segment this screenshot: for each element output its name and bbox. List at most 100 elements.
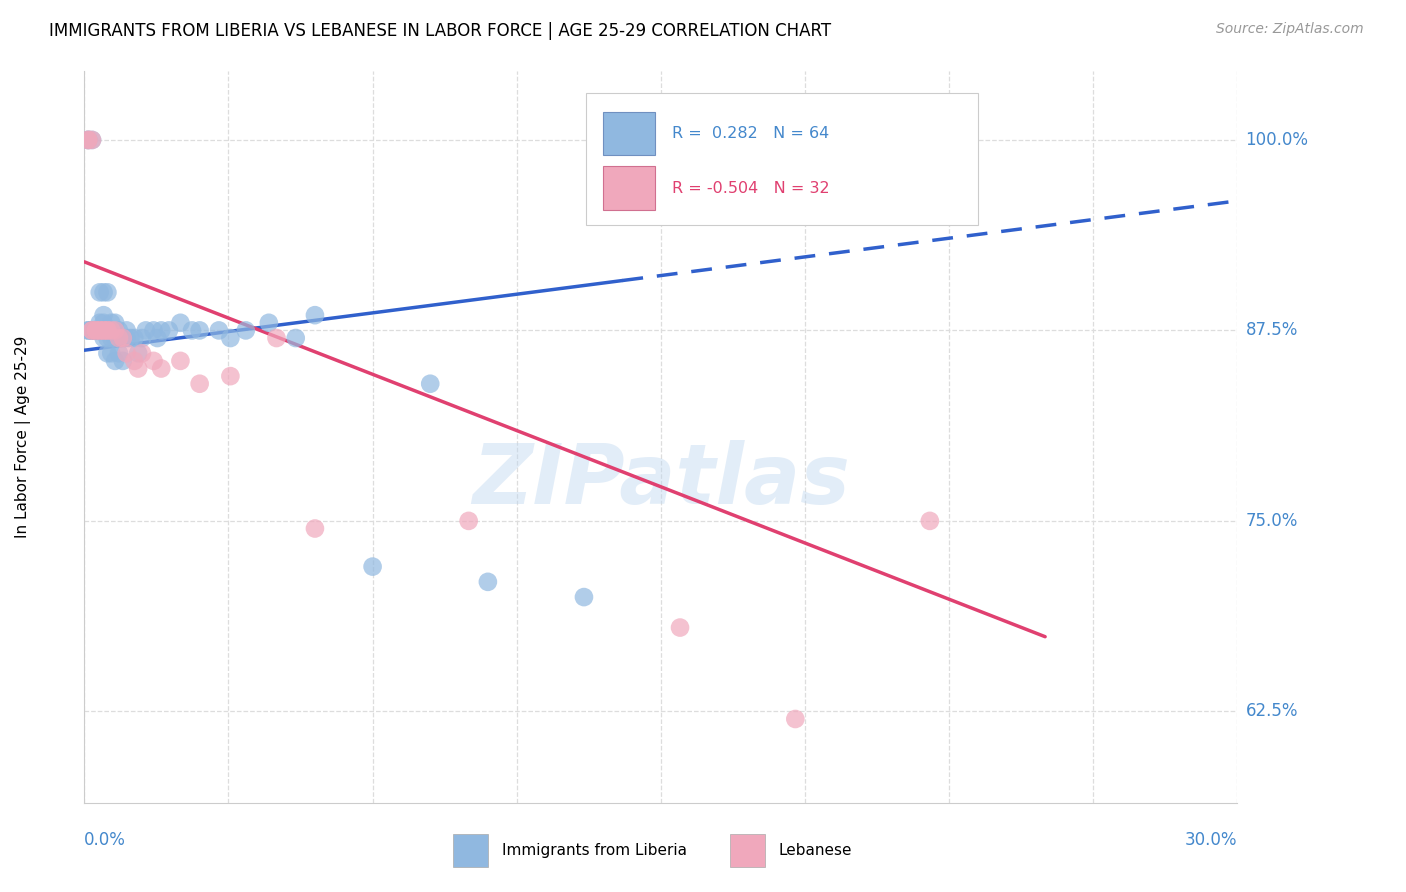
Point <box>89 323 111 337</box>
Point <box>188 323 211 337</box>
Point <box>124 354 146 368</box>
Point <box>89 316 111 330</box>
Point <box>104 331 127 345</box>
Point <box>80 323 103 337</box>
Point <box>96 323 118 337</box>
Point <box>111 331 134 345</box>
Point <box>124 331 146 345</box>
Point <box>93 323 115 337</box>
Text: 75.0%: 75.0% <box>1246 512 1298 530</box>
Point <box>150 323 173 337</box>
Point <box>80 323 103 337</box>
Point <box>100 346 122 360</box>
Point <box>169 316 191 330</box>
Text: R =  0.282   N = 64: R = 0.282 N = 64 <box>672 126 830 141</box>
Point <box>89 285 111 300</box>
Text: In Labor Force | Age 25-29: In Labor Force | Age 25-29 <box>15 336 31 538</box>
Point <box>304 521 326 535</box>
Point <box>100 323 122 337</box>
Point <box>108 323 131 337</box>
Point <box>77 133 100 147</box>
Bar <box>603 112 655 155</box>
Point <box>111 354 134 368</box>
Text: Lebanese: Lebanese <box>779 843 852 858</box>
Point <box>284 331 307 345</box>
Point <box>131 331 153 345</box>
Point <box>219 331 242 345</box>
Point <box>93 316 115 330</box>
Point <box>89 323 111 337</box>
Point <box>108 346 131 360</box>
Point <box>477 574 499 589</box>
Point <box>219 369 242 384</box>
Bar <box>603 167 655 211</box>
Text: 87.5%: 87.5% <box>1246 321 1298 340</box>
Point <box>93 308 115 322</box>
Point <box>104 354 127 368</box>
Point <box>96 331 118 345</box>
Point <box>918 514 941 528</box>
Point <box>572 590 595 604</box>
Point <box>84 323 107 337</box>
Point <box>127 346 149 360</box>
Point <box>181 323 204 337</box>
Point <box>89 323 111 337</box>
Bar <box>586 94 979 225</box>
Point <box>80 323 103 337</box>
Point <box>100 323 122 337</box>
Point <box>142 354 165 368</box>
Bar <box>730 834 765 867</box>
Point <box>457 514 479 528</box>
Point <box>115 323 138 337</box>
Point <box>84 323 107 337</box>
Text: IMMIGRANTS FROM LIBERIA VS LEBANESE IN LABOR FORCE | AGE 25-29 CORRELATION CHART: IMMIGRANTS FROM LIBERIA VS LEBANESE IN L… <box>49 22 831 40</box>
Point <box>120 331 142 345</box>
Point <box>84 323 107 337</box>
Point <box>135 323 157 337</box>
Point <box>84 323 107 337</box>
Point <box>80 323 103 337</box>
Point <box>80 323 103 337</box>
Text: R = -0.504   N = 32: R = -0.504 N = 32 <box>672 181 830 196</box>
Point <box>785 712 807 726</box>
Point <box>266 331 288 345</box>
Point <box>77 323 100 337</box>
Point <box>84 323 107 337</box>
Point <box>361 559 384 574</box>
Point <box>108 331 131 345</box>
Point <box>96 285 118 300</box>
Point <box>419 376 441 391</box>
Point <box>96 323 118 337</box>
Point <box>96 323 118 337</box>
Point <box>84 323 107 337</box>
Bar <box>453 834 488 867</box>
Text: Source: ZipAtlas.com: Source: ZipAtlas.com <box>1216 22 1364 37</box>
Point <box>80 133 103 147</box>
Point <box>304 308 326 322</box>
Text: 100.0%: 100.0% <box>1246 131 1309 149</box>
Point <box>93 323 115 337</box>
Point <box>84 323 107 337</box>
Point <box>111 331 134 345</box>
Point <box>235 323 257 337</box>
Point <box>93 323 115 337</box>
Point <box>77 323 100 337</box>
Text: ZIPatlas: ZIPatlas <box>472 441 849 522</box>
Point <box>142 323 165 337</box>
Point <box>93 323 115 337</box>
Point <box>104 316 127 330</box>
Point <box>146 331 169 345</box>
Point <box>100 316 122 330</box>
Text: 0.0%: 0.0% <box>84 830 127 848</box>
Point <box>115 331 138 345</box>
Point <box>131 346 153 360</box>
Point <box>257 316 280 330</box>
Point <box>188 376 211 391</box>
Point <box>100 331 122 345</box>
Point <box>169 354 191 368</box>
Point <box>669 621 692 635</box>
Point <box>77 133 100 147</box>
Point <box>93 331 115 345</box>
Text: 30.0%: 30.0% <box>1185 830 1237 848</box>
Point <box>157 323 180 337</box>
